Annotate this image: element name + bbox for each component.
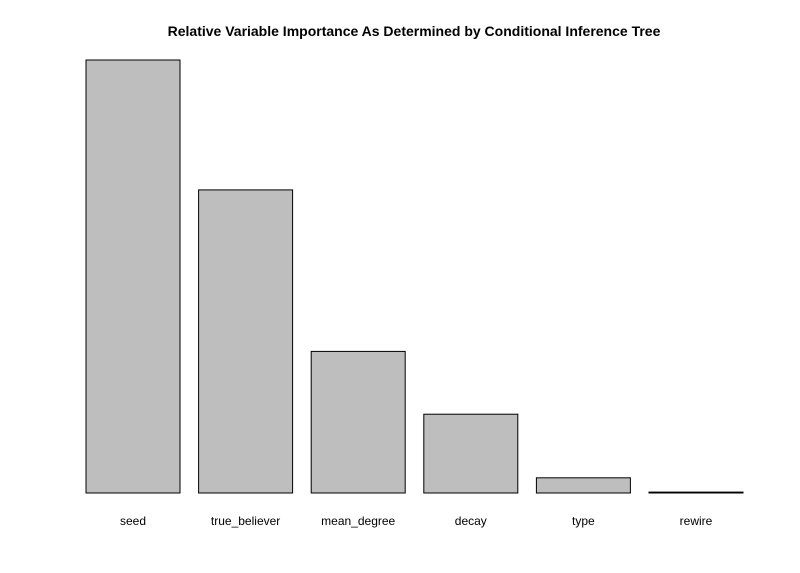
bar-decay: [423, 413, 519, 494]
bar-rewire: [648, 491, 744, 494]
category-label-true_believer: true_believer: [211, 514, 280, 528]
category-label-type: type: [572, 514, 595, 528]
bar-type: [535, 477, 631, 494]
bars-group: [85, 59, 744, 494]
bar-seed: [85, 59, 181, 494]
bar-mean_degree: [310, 350, 406, 494]
category-labels: seed true_believer mean_degree decay type rew…: [120, 514, 713, 528]
bar-true_believer: [198, 189, 294, 494]
chart-title: Relative Variable Importance As Determin…: [168, 23, 661, 39]
category-label-seed: seed: [120, 514, 146, 528]
category-label-rewire: rewire: [680, 514, 713, 528]
category-label-mean_degree: mean_degree: [321, 514, 395, 528]
category-label-decay: decay: [455, 514, 487, 528]
